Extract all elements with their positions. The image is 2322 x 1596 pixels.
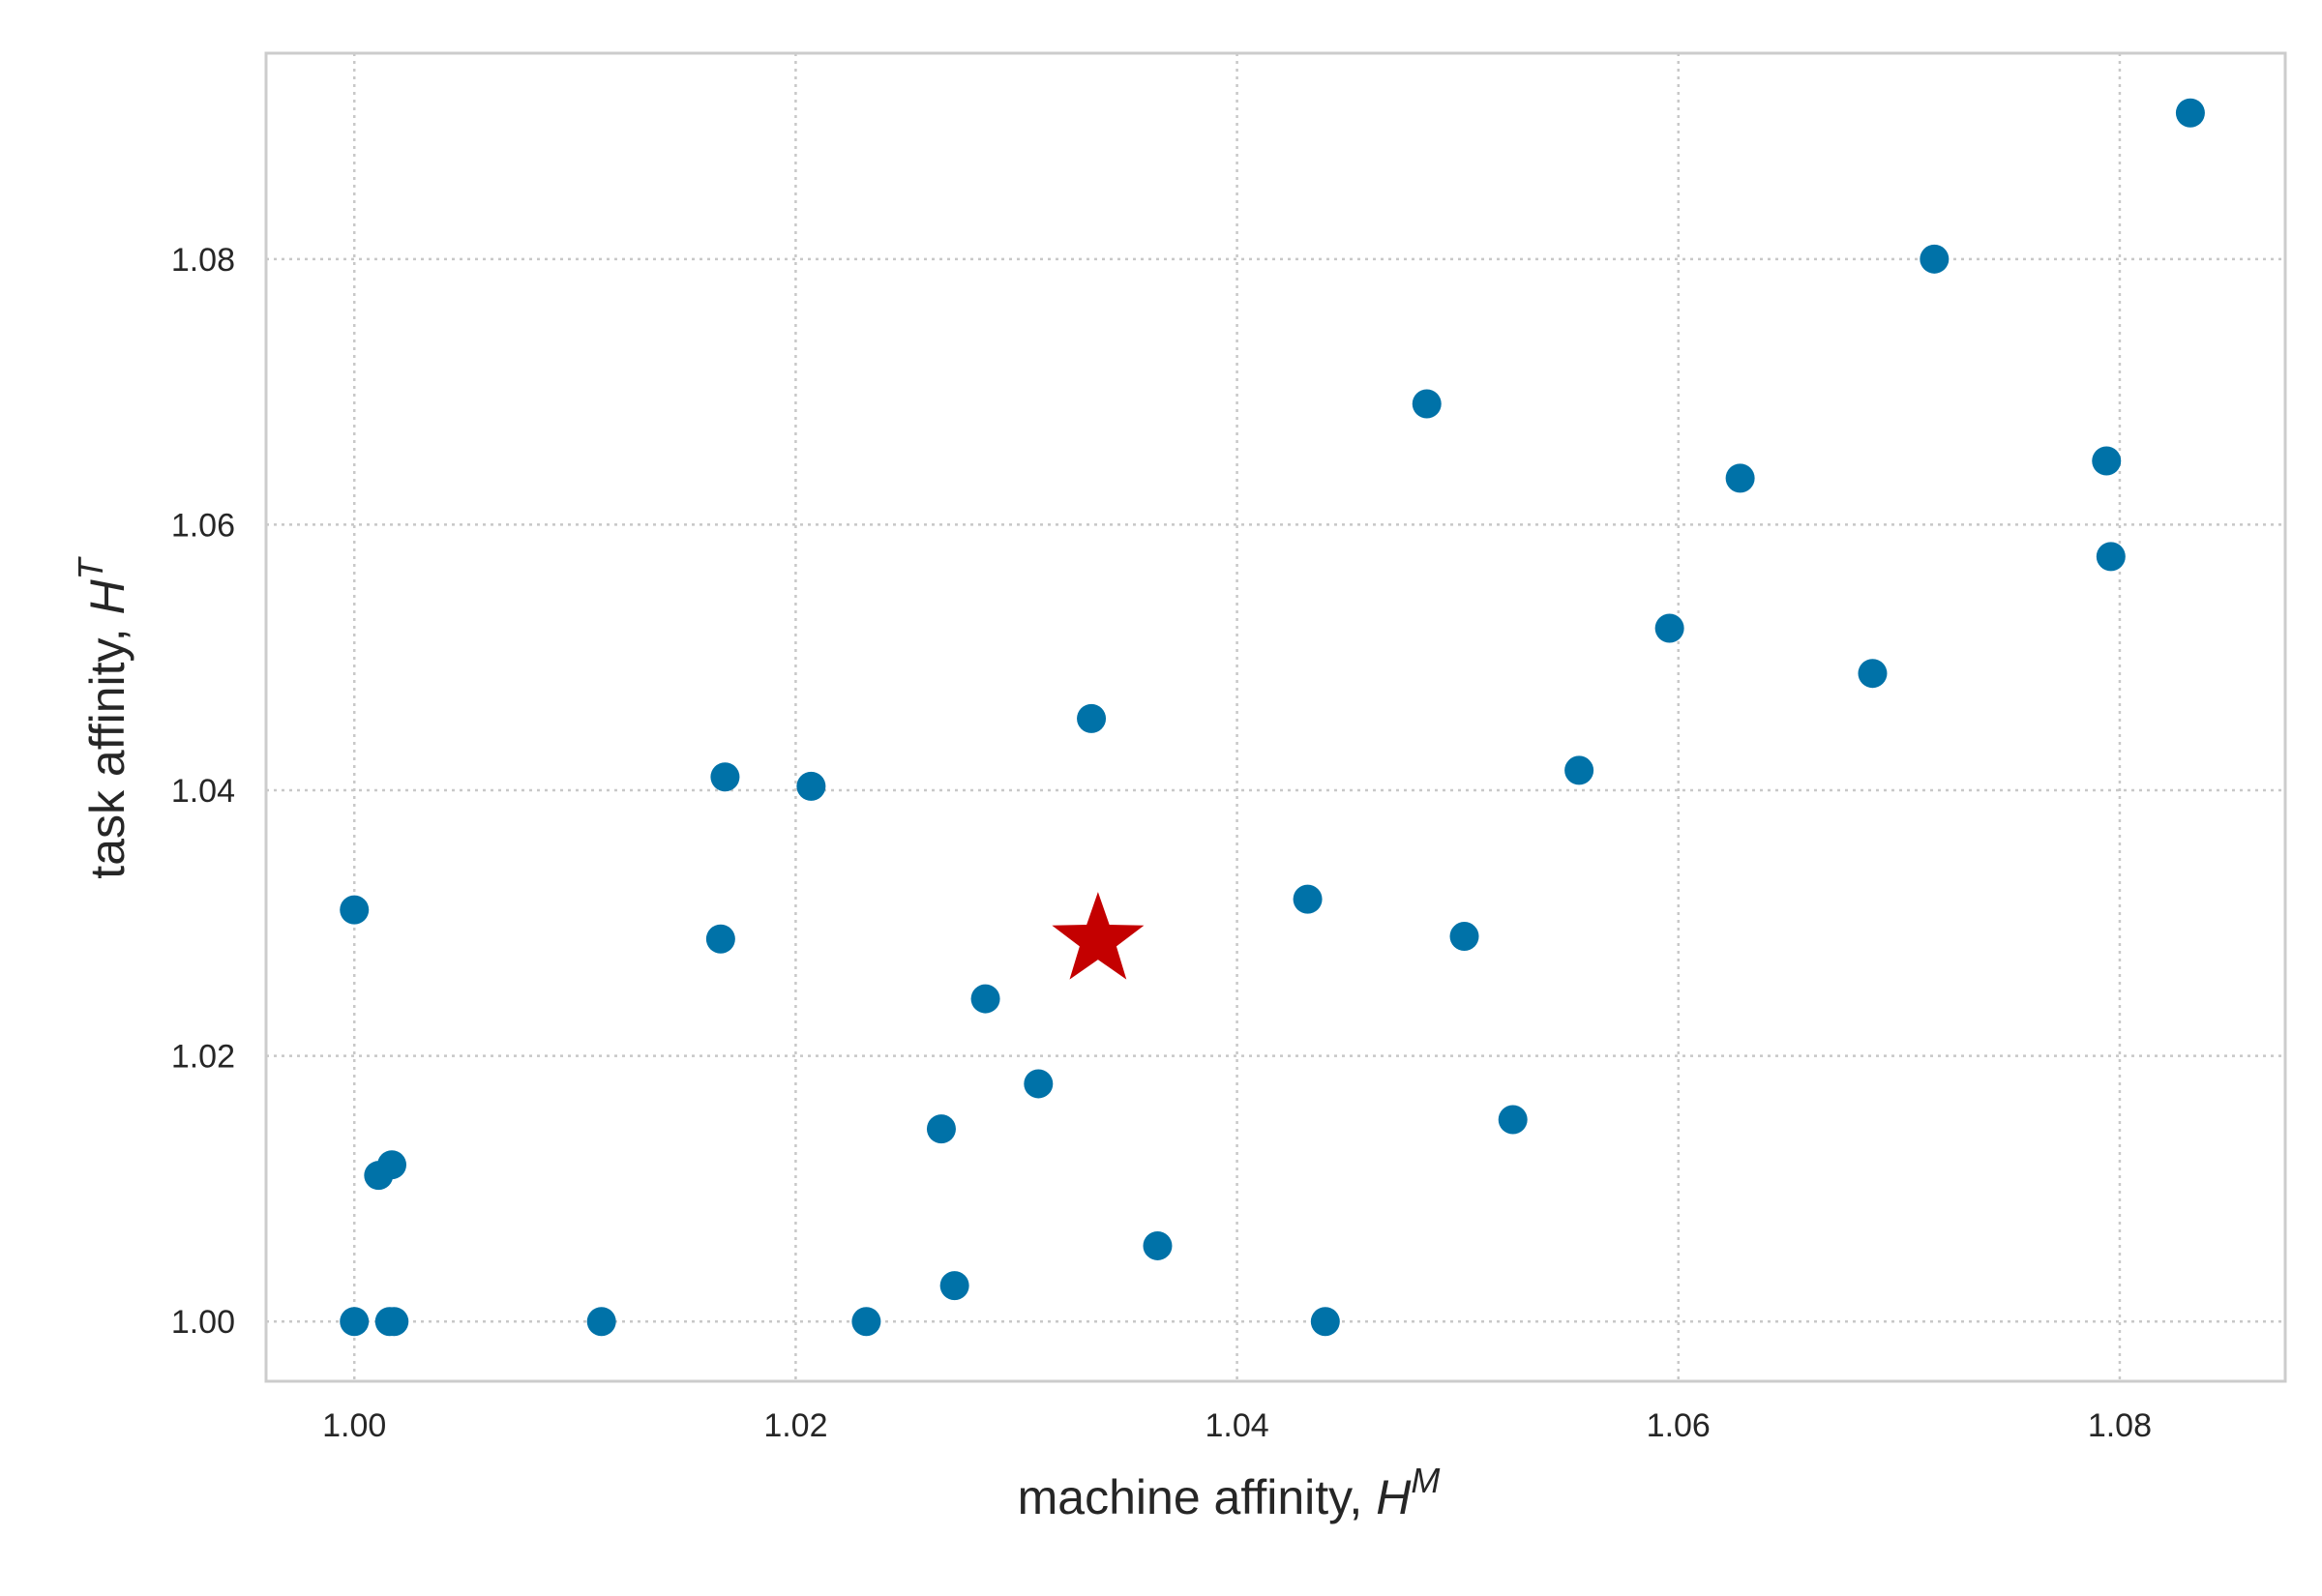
data-point: [1725, 463, 1755, 493]
y-tick-label: 1.00: [171, 1304, 235, 1341]
data-point: [1498, 1105, 1528, 1135]
data-point: [1858, 659, 1888, 689]
data-point: [340, 895, 370, 925]
data-point: [1449, 922, 1479, 952]
y-axis-label-symbol: H: [80, 578, 134, 614]
y-tick-label: 1.02: [171, 1039, 235, 1076]
y-axis-label: task affinity, HT: [71, 555, 134, 878]
x-tick-label: 1.00: [322, 1407, 386, 1444]
data-points: [340, 98, 2205, 1337]
x-axis-label-symbol: H: [1376, 1470, 1412, 1524]
y-tick-labels: 1.00 1.02 1.04 1.06 1.08: [171, 242, 235, 1341]
data-point: [970, 984, 1000, 1014]
data-point: [796, 771, 826, 801]
data-point: [939, 1271, 969, 1301]
y-axis-label-superscript: T: [71, 555, 110, 579]
data-point: [1143, 1230, 1173, 1260]
x-tick-label: 1.08: [2088, 1407, 2152, 1444]
data-point: [379, 1307, 409, 1337]
y-tick-label: 1.06: [171, 507, 235, 544]
data-point: [1310, 1307, 1340, 1337]
plot-background: [266, 53, 2285, 1381]
y-tick-label: 1.04: [171, 773, 235, 810]
data-point: [1024, 1069, 1054, 1099]
plot-frame: [264, 51, 2287, 1383]
x-tick-label: 1.02: [763, 1407, 827, 1444]
data-point: [1654, 613, 1684, 643]
data-point: [705, 924, 735, 954]
data-point: [710, 762, 740, 792]
data-point: [377, 1150, 407, 1180]
data-point: [2175, 98, 2205, 128]
x-tick-labels: 1.00 1.02 1.04 1.06 1.08: [322, 1407, 2152, 1444]
x-tick-label: 1.04: [1205, 1407, 1268, 1444]
y-tick-label: 1.08: [171, 242, 235, 279]
data-point: [1293, 884, 1323, 914]
x-axis-label: machine affinity, HM: [1018, 1461, 1441, 1524]
y-axis-label-text: task affinity,: [80, 614, 134, 878]
grid-lines: [266, 53, 2285, 1381]
highlight-star-point: [1052, 892, 1145, 980]
data-point: [1564, 755, 1594, 785]
data-point: [926, 1114, 956, 1144]
data-point: [1920, 244, 1950, 274]
data-point: [1412, 389, 1442, 419]
x-axis-label-superscript: M: [1411, 1461, 1440, 1500]
data-point: [2096, 542, 2126, 572]
data-point: [851, 1307, 881, 1337]
x-tick-label: 1.06: [1647, 1407, 1711, 1444]
data-point: [586, 1307, 616, 1337]
data-point: [1077, 703, 1107, 733]
data-point: [2092, 446, 2122, 476]
x-axis-label-text: machine affinity,: [1018, 1470, 1377, 1524]
data-point: [340, 1307, 370, 1337]
